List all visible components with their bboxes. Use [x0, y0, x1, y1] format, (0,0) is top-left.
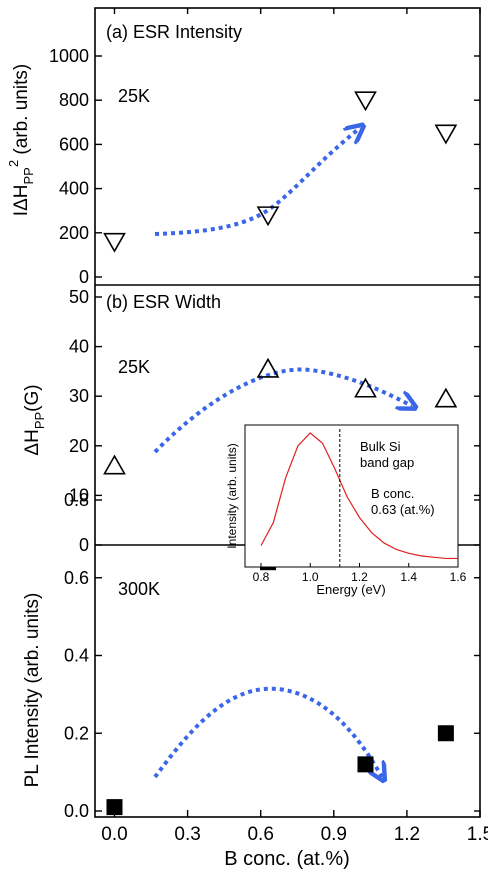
y-tick-label: 200: [59, 223, 89, 243]
inset-frame: [244, 424, 459, 568]
y-tick-label: 1000: [49, 46, 89, 66]
x-axis-label: B conc. (at.%): [224, 848, 350, 870]
y-tick-label: 0.0: [64, 801, 89, 821]
x-tick-label: 0.9: [321, 824, 347, 845]
panel-b-temperature: 25K: [118, 357, 150, 377]
x-tick-label: 1.2: [394, 824, 420, 845]
panel-b-label: (b) ESR Width: [106, 292, 221, 312]
inset-x-tick-label: 1.2: [351, 570, 368, 584]
panel-b-ylabel: ΔHPP(G): [22, 384, 47, 455]
marker-pl-intensity: [106, 799, 123, 816]
y-tick-label: 20: [69, 436, 89, 456]
panel-a-ylabel-units: (arb. units): [11, 64, 32, 160]
x-tick-label: 0.0: [101, 824, 127, 845]
panel-a-ylabel: IΔHPP2 (arb. units): [6, 64, 36, 216]
inset-annotation-b-conc: B conc.: [371, 486, 414, 501]
y-tick-label: 30: [69, 386, 89, 406]
panel-b-ylabel-units: (G): [22, 384, 43, 411]
panel-b-ylabel-sub: PP: [32, 412, 47, 429]
trend-arrows: [153, 128, 412, 777]
marker-esr-intensity: [434, 124, 458, 145]
marker-esr-intensity: [256, 206, 280, 227]
marker-esr-width: [354, 377, 377, 398]
y-tick-label: 10: [69, 485, 89, 505]
y-tick-label: 600: [59, 134, 89, 154]
y-tick-label: 0: [79, 267, 89, 287]
marker-esr-width: [256, 357, 280, 378]
panel-a-temperature: 25K: [118, 86, 150, 106]
marker-esr-width: [103, 454, 126, 475]
y-tick-label: 0.8: [64, 490, 89, 510]
panel-a-ylabel-sub: PP: [21, 167, 36, 184]
x-tick-label: 1.5: [467, 824, 488, 845]
y-tick-label: 0.6: [64, 568, 89, 588]
marker-esr-intensity: [354, 91, 377, 112]
trend-arrow-1: [154, 128, 360, 236]
panel-c-ylabel: PL Intensity (arb. units): [22, 593, 43, 788]
trend-arrow-2: [153, 367, 412, 454]
marker-esr-width: [434, 387, 458, 408]
inset-ylabel: Intensity (arb. units): [225, 443, 239, 548]
inset-x-tick-label: 1.0: [302, 570, 319, 584]
trend-arrow-3: [153, 686, 382, 777]
inset-xlabel: Energy (eV): [316, 582, 385, 597]
inset-x-tick-label: 0.8: [253, 570, 270, 584]
inset-x-tick-label: 1.6: [450, 570, 467, 584]
inset-x-tick-label: 1.4: [400, 570, 417, 584]
x-tick-label: 0.6: [247, 824, 273, 845]
marker-pl-intensity: [437, 725, 454, 742]
marker-pl-intensity: [357, 756, 374, 773]
inset-annotation-value: 0.63 (at.%): [371, 502, 435, 517]
panel-b-ylabel-main: ΔH: [22, 429, 43, 455]
inset-pl-curve: [260, 432, 458, 560]
y-tick-label: 50: [69, 287, 89, 307]
panel-a-label: (a) ESR Intensity: [106, 22, 242, 42]
plot-frame: [94, 7, 481, 818]
axis-ticks: 0.0 0.3 0.6 0.9 1.2 1.5 0 200 400 600 800 1000 0 10 20…: [49, 8, 488, 845]
inset-axis-ticks: 0.8 1.0 1.2 1.4 1.6: [253, 563, 467, 584]
y-tick-label: 800: [59, 90, 89, 110]
panel-c-temperature: 300K: [118, 579, 160, 599]
x-tick-label: 0.3: [174, 824, 200, 845]
y-tick-label: 400: [59, 179, 89, 199]
inset-annotation-bulk-si: Bulk Si: [360, 439, 401, 454]
marker-esr-intensity: [103, 232, 126, 253]
inset-spectrum: 0.8 1.0 1.2 1.4 1.6 Intensity (arb. units) E…: [225, 424, 467, 597]
y-tick-label: 0.2: [64, 723, 89, 743]
y-tick-label: 0.4: [64, 646, 89, 666]
y-tick-label: 40: [69, 337, 89, 357]
inset-annotation-band-gap: band gap: [360, 455, 414, 470]
y-tick-label: 0: [79, 535, 89, 555]
panel-a-ylabel-main: IΔH: [11, 184, 32, 216]
panel-a-ylabel-sup: 2: [6, 160, 21, 167]
